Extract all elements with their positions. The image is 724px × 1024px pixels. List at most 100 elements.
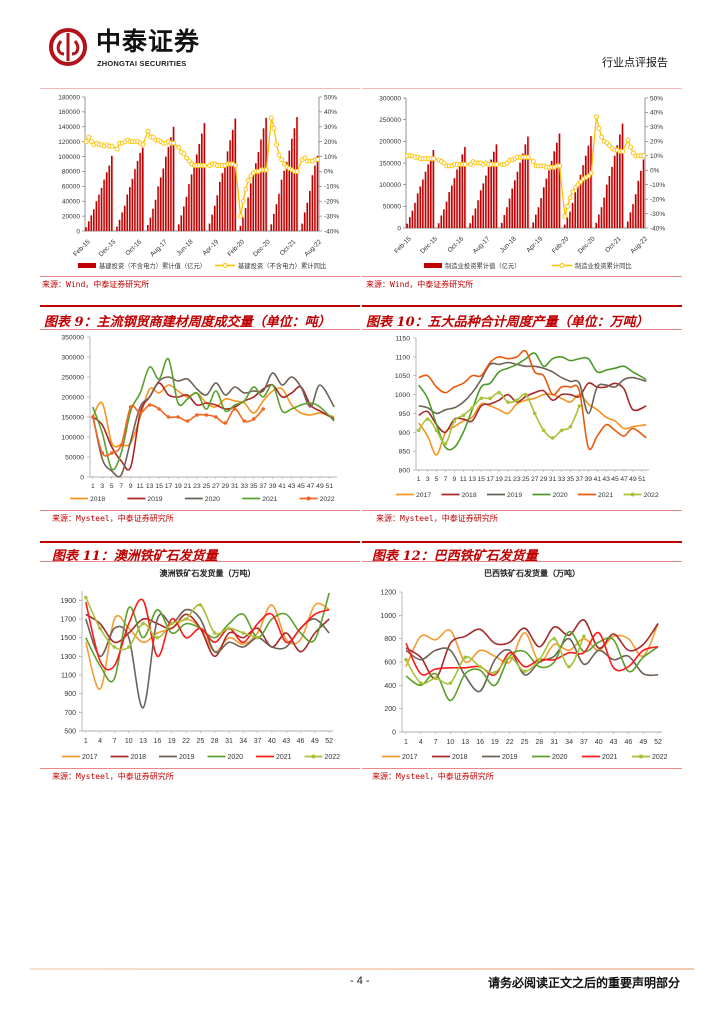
series-point-2022 [567, 664, 571, 669]
bar-shadow [143, 148, 144, 231]
bar-shadow [277, 205, 278, 231]
series-point-2022 [255, 635, 260, 640]
bar [432, 150, 435, 228]
bar [93, 209, 95, 231]
bar-shadow [507, 208, 509, 228]
bar [587, 145, 590, 228]
yoy-point [630, 150, 636, 156]
bar-shadow [313, 176, 314, 231]
bar [584, 155, 587, 228]
y2-tick-label: -30% [324, 213, 339, 220]
bar [296, 117, 298, 231]
bar [495, 144, 498, 228]
series-point-2022 [479, 396, 483, 401]
legend-bar-swatch [78, 263, 96, 268]
bar-shadow [92, 216, 93, 231]
bar-shadow [465, 147, 467, 228]
x-tick-label: 45 [611, 476, 619, 483]
x-tick-label: 4 [419, 739, 423, 746]
bar [154, 199, 157, 231]
yoy-point [302, 155, 308, 161]
legend-label: 2020 [553, 492, 568, 499]
x-tick-label: 11 [460, 476, 467, 483]
y-tick-label: 60000 [62, 184, 80, 191]
series-line-2018 [405, 619, 659, 680]
x-tick-label: 21 [504, 476, 512, 483]
bar-shadow [290, 151, 291, 231]
bar [244, 207, 247, 231]
yoy-point [441, 160, 447, 166]
legend-marker [639, 754, 643, 759]
divider [40, 561, 360, 562]
bar-shadow [491, 160, 493, 228]
x-tick-label: Oct-21 [604, 235, 623, 254]
bar-shadow [215, 206, 216, 231]
figure-source: 来源：Mysteel，中泰证券研究所 [376, 514, 498, 523]
bar [149, 217, 152, 231]
x-tick-label: 31 [225, 738, 233, 745]
y-tick-label: 700 [64, 710, 76, 717]
y-tick-label: 150000 [61, 415, 84, 422]
yoy-point [232, 163, 238, 168]
series-point-2022 [185, 419, 190, 423]
x-tick-label: 9 [452, 476, 456, 483]
x-tick-label: Oct-16 [124, 238, 143, 257]
series-line-2017 [85, 602, 330, 690]
series-point-2022 [204, 413, 209, 417]
series-point-2022 [463, 655, 468, 660]
bar [219, 181, 221, 231]
y2-tick-label: 20% [324, 139, 337, 146]
bar-shadow [89, 222, 90, 231]
y-tick-label: 1050 [395, 373, 410, 380]
brazil-iron-ore-shipments-chart: 巴西铁矿石发货量（万吨） 0 200 400 600 800 1000 1200 1 4 7 10 13… [380, 568, 667, 761]
series-point-2022 [506, 400, 510, 404]
bar-shadow [615, 156, 616, 228]
series-point-2022 [559, 428, 564, 433]
series-line-2021 [418, 349, 647, 451]
bar [506, 207, 508, 228]
x-tick-label: Feb-20 [226, 238, 246, 258]
bar [234, 118, 237, 231]
yoy-point [171, 140, 177, 146]
bar [640, 170, 642, 228]
bar [291, 138, 293, 231]
x-tick-label: 3 [426, 476, 430, 483]
bar [611, 166, 613, 228]
bar [201, 133, 203, 231]
series-line-2017 [418, 393, 647, 456]
legend-label: 2017 [416, 492, 431, 499]
bar [461, 154, 464, 228]
bar [118, 219, 121, 231]
bar [188, 184, 190, 231]
bar [95, 201, 98, 231]
bar [532, 222, 535, 228]
bar [487, 166, 490, 228]
series-point-2022 [433, 676, 438, 681]
legend-label: 2021 [602, 754, 618, 761]
y2-tick-label: 20% [650, 139, 663, 146]
x-tick-label: 28 [536, 739, 544, 746]
bar-shadow [171, 138, 173, 231]
yoy-point [567, 195, 573, 201]
bar [139, 152, 141, 231]
x-tick-label: 1 [404, 739, 408, 746]
yoy-point [271, 125, 277, 131]
y-tick-label: 100000 [61, 435, 84, 442]
x-tick-label: 45 [297, 483, 305, 490]
bar [152, 208, 154, 231]
yoy-point [525, 154, 531, 160]
bar-shadow [528, 137, 530, 228]
series-point-2022 [138, 411, 142, 415]
bar-shadow [497, 145, 498, 228]
bar-shadow [636, 195, 637, 228]
bar [108, 165, 111, 231]
series-line-2019 [405, 637, 659, 693]
series-point-2022 [157, 407, 161, 411]
bar [311, 175, 314, 231]
yoy-point [181, 151, 187, 157]
series-point-2022 [184, 617, 188, 621]
legend-label: 2019 [147, 496, 162, 503]
bar-shadow [256, 164, 258, 231]
bar [90, 215, 93, 231]
y2-tick-label: 0% [324, 169, 334, 176]
